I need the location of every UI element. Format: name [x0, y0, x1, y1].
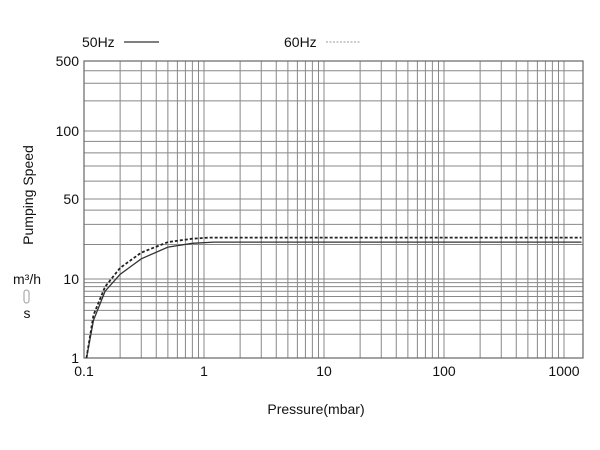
y-tick-label: 1 [71, 350, 79, 366]
plot-frame [83, 60, 584, 359]
y-axis-unit: m³/h [13, 271, 41, 287]
series-group [85, 236, 582, 359]
legend-50hz-label: 50Hz [82, 34, 115, 50]
x-tick-label: 1 [200, 363, 208, 379]
y-tick-label: 500 [56, 53, 80, 69]
y-axis-label: Pumping Speed [20, 145, 36, 245]
arrow-up-icon [23, 289, 30, 304]
x-tick-label: 1000 [548, 363, 579, 379]
series-line-50hz [85, 241, 582, 359]
series-line-60hz [85, 236, 582, 359]
y-tick-label: 10 [63, 271, 79, 287]
y-tick-label: 100 [56, 123, 80, 139]
y-tick-label: 50 [63, 191, 79, 207]
x-tick-label: 100 [432, 363, 456, 379]
x-tick-label: 10 [316, 363, 332, 379]
y-axis-symbol: s [24, 305, 31, 321]
x-tick-label: 0.1 [74, 363, 94, 379]
legend-60hz-label: 60Hz [284, 34, 317, 50]
x-axis-label: Pressure(mbar) [267, 401, 364, 417]
grid [83, 60, 584, 359]
legend: 50Hz 60Hz [82, 34, 361, 50]
